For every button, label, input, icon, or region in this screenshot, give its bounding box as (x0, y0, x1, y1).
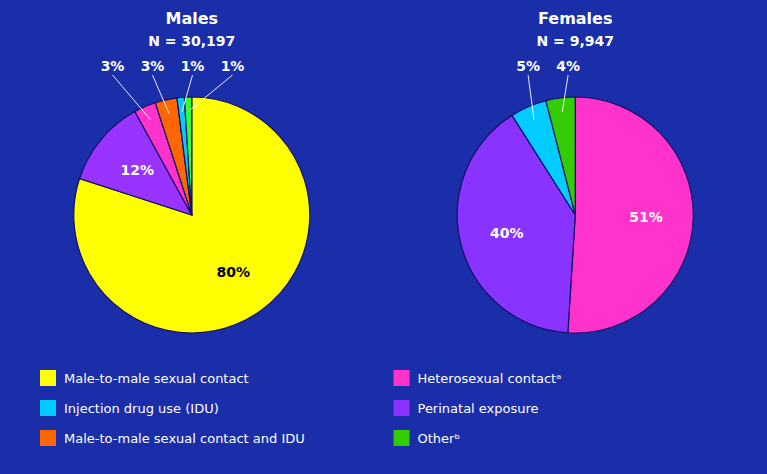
chart-subtitle: N = 30,197 (148, 33, 235, 49)
pie-chart: Females N = 9,947 51% 40% 5% 4% (457, 9, 693, 333)
leader-line (113, 75, 151, 120)
leader-line (153, 75, 170, 114)
slice-labels: 80% 12% 3% 3% 1% 1% (101, 58, 250, 280)
pie-slice (177, 97, 192, 215)
pie-slice (568, 97, 693, 333)
slices (74, 97, 310, 333)
pie-chart: Males N = 30,197 80% 12% 3% 3% 1% 1% (74, 9, 310, 333)
slice-label: 3% (141, 58, 165, 74)
legend-label: Male-to-male sexual contact and IDU (64, 431, 305, 446)
leader-line (562, 75, 568, 112)
slice-label: 4% (556, 58, 580, 74)
legend-swatch (40, 370, 56, 386)
slice-label: 40% (490, 225, 524, 241)
slices (457, 97, 693, 333)
chart-subtitle: N = 9,947 (537, 33, 614, 49)
pie-slice (74, 97, 310, 333)
legend-label: Heterosexual contactᵃ (418, 371, 562, 386)
slice-label: 51% (629, 209, 663, 225)
leader-line (528, 75, 534, 120)
leader-line (182, 75, 193, 112)
chart-title: Females (538, 9, 612, 28)
background (0, 0, 767, 474)
chart: Males N = 30,197 80% 12% 3% 3% 1% 1% Females N = … (0, 0, 767, 474)
slice-label: 80% (217, 264, 251, 280)
legend-label: Perinatal exposure (418, 401, 539, 416)
pie-slice (184, 97, 191, 215)
legend-swatch (394, 400, 410, 416)
slice-label: 12% (120, 162, 154, 178)
slice-label: 1% (181, 58, 205, 74)
legend-swatch (40, 400, 56, 416)
legend-swatch (394, 370, 410, 386)
slice-labels: 51% 40% 5% 4% (490, 58, 663, 241)
legend-swatch (40, 430, 56, 446)
pie-slice (155, 98, 191, 215)
leader-line (188, 75, 232, 111)
slice-label: 3% (101, 58, 125, 74)
pie-slice (546, 97, 575, 215)
legend-label: Otherᵇ (418, 431, 460, 446)
slice-label: 1% (221, 58, 245, 74)
legend-swatch (394, 430, 410, 446)
legend-label: Injection drug use (IDU) (64, 401, 219, 416)
slice-label: 5% (516, 58, 540, 74)
chart-title: Males (165, 9, 218, 28)
legend: Male-to-male sexual contact Injection dru… (40, 370, 561, 446)
legend-label: Male-to-male sexual contact (64, 371, 249, 386)
